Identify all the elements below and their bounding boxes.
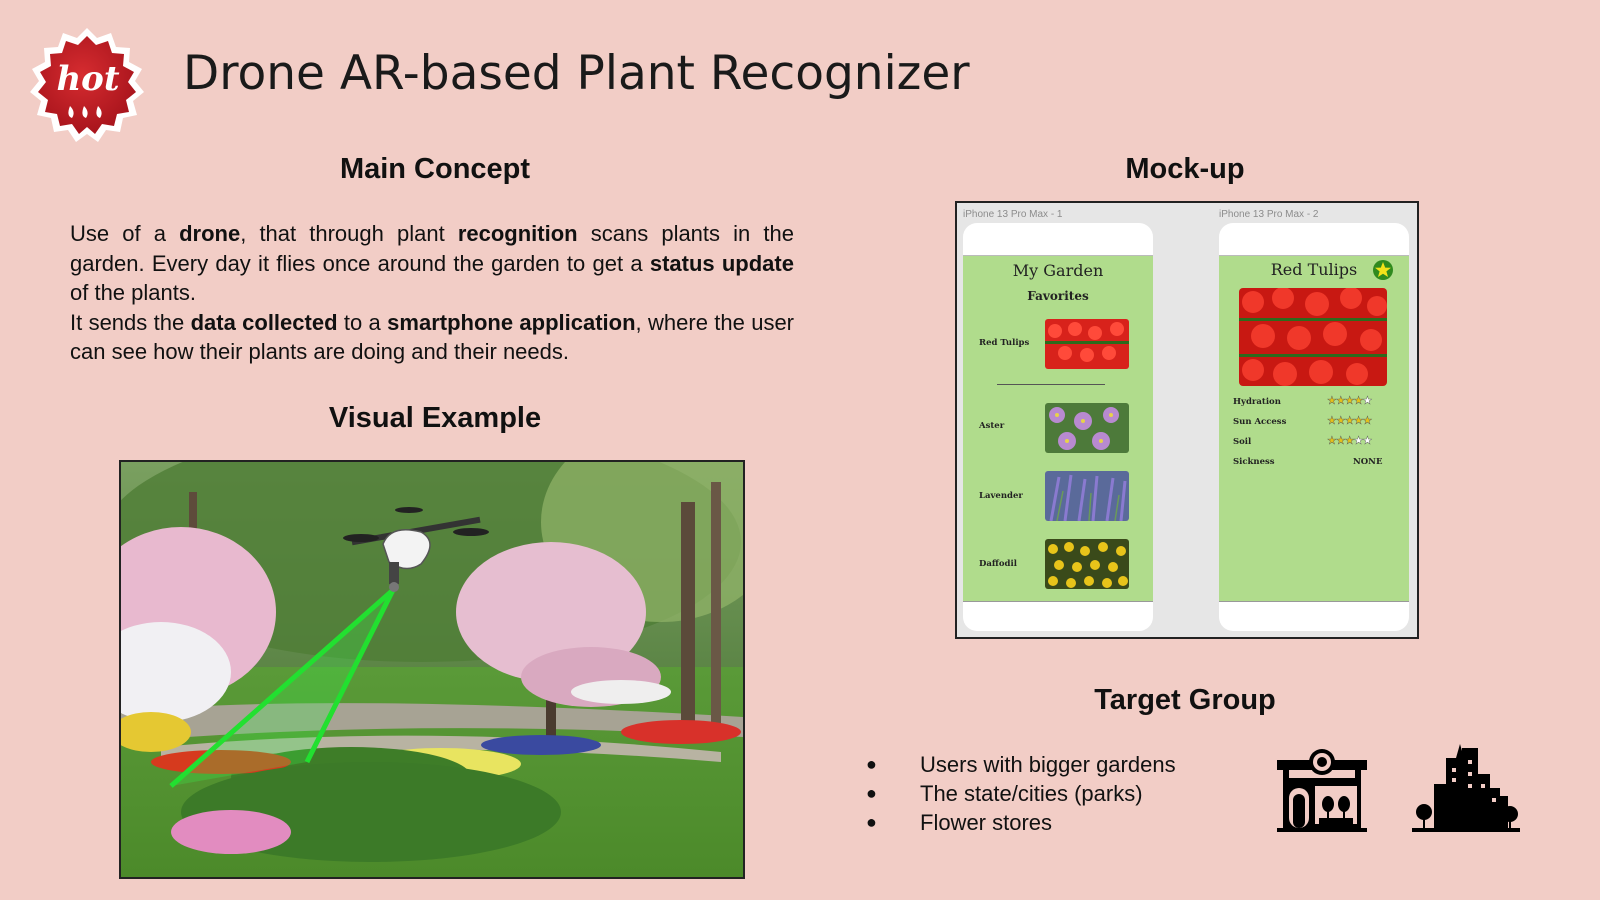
plant-detail-photo [1239, 288, 1387, 386]
text-run: of the plants. [70, 280, 196, 305]
frame-label-1: iPhone 13 Pro Max - 1 [963, 209, 1063, 220]
bold-text-run: data collected [190, 309, 338, 335]
star-filled-icon: ★ [1353, 415, 1363, 427]
attribute-label: Sun Access [1233, 417, 1287, 427]
phone-screen-my-garden: My Garden Favorites Red Tulips Aster [963, 223, 1153, 631]
frame-label-2: iPhone 13 Pro Max - 2 [1219, 209, 1319, 220]
plant-label: Lavender [979, 491, 1023, 501]
bullet-dot: ● [866, 783, 877, 803]
list-item-text: Flower stores [920, 810, 1053, 835]
soil-rating-stars: ★★★★★ [1327, 434, 1373, 447]
star-empty-icon: ★ [1353, 435, 1363, 447]
star-filled-icon: ★ [1335, 435, 1346, 447]
divider [997, 384, 1105, 385]
plant-detail-screen: Red Tulips Hydration ★★★★★ Sun Access ★★… [1219, 255, 1409, 602]
star-filled-icon: ★ [1335, 415, 1346, 427]
list-item-text: Users with bigger gardens [920, 752, 1176, 777]
city-skyline-icon [1412, 744, 1520, 832]
drone-icon [343, 507, 489, 592]
star-filled-icon: ★ [1335, 395, 1346, 407]
text-run: Use of a [70, 221, 180, 246]
star-filled-icon: ★ [1344, 415, 1355, 427]
attribute-label: Hydration [1233, 397, 1281, 407]
text-run: , where the user can see how their plant… [70, 309, 795, 365]
plant-thumbnail [1045, 539, 1129, 589]
star-filled-icon: ★ [1344, 435, 1355, 447]
star-filled-icon: ★ [1327, 435, 1337, 447]
list-item-text: The state/cities (parks) [920, 781, 1143, 806]
flower-store-icon [1277, 749, 1367, 832]
star-filled-icon: ★ [1327, 415, 1337, 427]
garden-scene-illustration [121, 462, 743, 877]
slide-title: Drone AR-based Plant Recognizer [183, 46, 970, 101]
hot-badge-icon: hot [30, 28, 144, 142]
star-filled-icon: ★ [1344, 395, 1355, 407]
plant-thumbnail [1045, 403, 1129, 453]
sickness-value: NONE [1353, 457, 1383, 467]
bold-text-run: drone [179, 221, 241, 246]
star-filled-icon: ★ [1327, 395, 1337, 407]
list-item: ● Flower stores [866, 808, 1176, 837]
target-group-list: ● Users with bigger gardens ● The state/ci… [866, 750, 1176, 837]
star-filled-icon: ★ [1353, 395, 1363, 407]
visual-example-heading: Visual Example [328, 402, 542, 434]
mockup-heading: Mock-up [1125, 153, 1245, 185]
mockup-frame: iPhone 13 Pro Max - 1 iPhone 13 Pro Max … [955, 201, 1419, 639]
star-empty-icon: ★ [1362, 435, 1372, 447]
bullet-dot: ● [866, 812, 877, 832]
my-garden-screen: My Garden Favorites Red Tulips Aster [963, 255, 1153, 602]
favorite-star-icon[interactable] [1372, 259, 1394, 281]
sun-access-rating-stars: ★★★★★ [1327, 414, 1373, 427]
bold-text-run: status update [649, 250, 794, 276]
main-concept-text: Use of a drone, that through plant recog… [70, 219, 794, 367]
text-run: to a [337, 309, 388, 335]
bold-text-run: recognition [457, 221, 578, 246]
target-group-heading: Target Group [1094, 684, 1276, 716]
plant-label: Aster [979, 421, 1005, 431]
plant-thumbnail [1045, 471, 1129, 521]
my-garden-title: My Garden [1012, 261, 1104, 280]
plant-label: Daffodil [979, 559, 1017, 569]
star-empty-icon: ★ [1362, 395, 1372, 407]
attribute-label: Soil [1233, 437, 1252, 447]
star-filled-icon: ★ [1362, 415, 1372, 427]
bullet-dot: ● [866, 754, 877, 774]
favorites-subtitle: Favorites [1027, 289, 1089, 303]
garden-drone-photo [119, 460, 745, 879]
hydration-rating-stars: ★★★★★ [1327, 394, 1373, 407]
plant-thumbnail [1045, 319, 1129, 369]
text-run: , that through plant [240, 221, 458, 246]
concept-paragraph-1: Use of a drone, that through plant recog… [70, 219, 794, 308]
concept-paragraph-2: It sends the data collected to a smartph… [70, 308, 794, 367]
plant-detail-title: Red Tulips [1270, 260, 1358, 279]
main-concept-heading: Main Concept [339, 153, 531, 185]
plant-label: Red Tulips [979, 338, 1030, 348]
attribute-label: Sickness [1233, 457, 1275, 467]
list-item: ● The state/cities (parks) [866, 779, 1176, 808]
text-run: scans plants in the garden. Every day it… [70, 221, 794, 276]
badge-text: hot [56, 59, 119, 99]
bold-text-run: smartphone application [387, 309, 636, 335]
text-run: It sends the [70, 309, 191, 335]
list-item: ● Users with bigger gardens [866, 750, 1176, 779]
phone-screen-plant-detail: Red Tulips Hydration ★★★★★ Sun Access ★★… [1219, 223, 1409, 631]
